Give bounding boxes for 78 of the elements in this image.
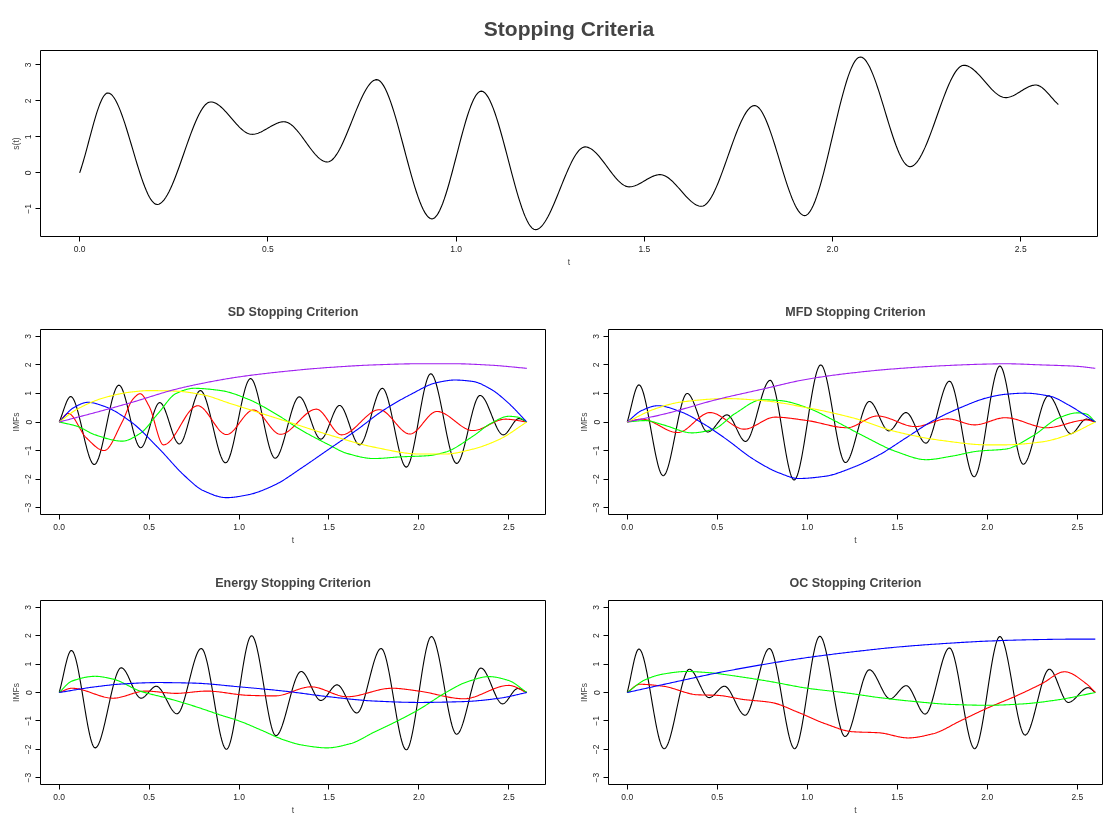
x-tick-label: 0.0	[53, 791, 66, 802]
y-tick-label: 1	[23, 134, 34, 140]
y-tick-label: 3	[23, 62, 34, 68]
y-tick-label: −2	[23, 473, 34, 484]
x-tick-label: 2.5	[502, 521, 515, 532]
x-tick-label: 0.0	[621, 521, 634, 532]
y-tick-label: −3	[591, 502, 602, 513]
x-tick-label: 1.0	[233, 791, 246, 802]
y-tick-label: 0	[23, 170, 34, 176]
y-tick-label: 2	[23, 362, 34, 368]
y-tick-label: 3	[23, 604, 34, 610]
y-tick-label: −2	[23, 744, 34, 755]
y-tick-label: −1	[591, 445, 602, 456]
y-tick-label: 2	[591, 362, 602, 368]
y-tick-label: −1	[23, 445, 34, 456]
x-tick-label: 0.0	[73, 243, 86, 254]
x-tick-label: 2.0	[412, 521, 426, 532]
x-tick-label: 2.5	[502, 791, 515, 802]
chart-title: OC Stopping Criterion	[789, 575, 922, 590]
y-tick-label: 0	[23, 419, 34, 425]
x-tick-label: 2.0	[981, 521, 994, 532]
y-axis-title: IMFs	[10, 683, 21, 702]
x-tick-label: 0.0	[53, 521, 66, 532]
y-axis-title: s(t)	[10, 137, 21, 150]
x-tick-label: 1.5	[891, 521, 904, 532]
y-tick-label: 1	[591, 390, 602, 396]
chart-title: Energy Stopping Criterion	[215, 575, 371, 590]
y-axis-title: IMFs	[10, 412, 21, 432]
y-tick-label: −1	[23, 203, 34, 214]
x-tick-label: 1.0	[233, 521, 246, 532]
x-tick-label: 1.0	[801, 791, 814, 802]
y-tick-label: 1	[23, 661, 34, 667]
x-axis-title: t	[567, 256, 571, 267]
x-axis-title: t	[854, 804, 858, 815]
x-tick-label: 1.5	[323, 521, 336, 532]
y-tick-label: −2	[591, 473, 602, 484]
x-tick-label: 2.5	[1071, 521, 1084, 532]
x-tick-label: 2.0	[412, 791, 426, 802]
chart-title: Stopping Criteria	[483, 16, 655, 40]
chart-title: SD Stopping Criterion	[227, 304, 359, 319]
y-tick-label: 2	[23, 98, 34, 104]
x-tick-label: 2.5	[1071, 791, 1084, 802]
y-tick-label: 3	[23, 333, 34, 339]
x-tick-label: 0.5	[143, 521, 156, 532]
x-tick-label: 0.5	[261, 243, 275, 254]
x-tick-label: 1.5	[891, 791, 904, 802]
y-tick-label: −3	[23, 772, 34, 783]
y-tick-label: 0	[591, 689, 602, 695]
x-tick-label: 0.5	[143, 791, 156, 802]
y-tick-label: 2	[591, 633, 602, 639]
x-axis-title: t	[291, 534, 295, 545]
x-tick-label: 1.5	[638, 243, 651, 254]
x-tick-label: 1.0	[801, 521, 814, 532]
chart-title: MFD Stopping Criterion	[785, 304, 926, 319]
x-axis-title: t	[291, 804, 295, 815]
y-tick-label: −1	[23, 715, 34, 726]
y-tick-label: −1	[591, 715, 602, 726]
x-tick-label: 1.5	[323, 791, 336, 802]
y-axis-title: IMFs	[578, 412, 589, 432]
y-tick-label: 3	[591, 604, 602, 610]
x-tick-label: 0.0	[621, 791, 634, 802]
y-tick-label: −3	[23, 502, 34, 513]
y-tick-label: 2	[23, 633, 34, 639]
x-tick-label: 2.0	[981, 791, 994, 802]
x-tick-label: 1.0	[450, 243, 463, 254]
y-axis-title: IMFs	[578, 683, 589, 702]
x-axis-title: t	[854, 534, 858, 545]
y-tick-label: 0	[591, 419, 602, 425]
y-tick-label: 1	[591, 661, 602, 667]
y-tick-label: −2	[591, 744, 602, 755]
y-tick-label: 1	[23, 390, 34, 396]
y-tick-label: 3	[591, 333, 602, 339]
x-tick-label: 2.5	[1014, 243, 1027, 254]
y-tick-label: 0	[23, 689, 34, 695]
x-tick-label: 0.5	[711, 521, 724, 532]
x-tick-label: 0.5	[711, 791, 724, 802]
y-tick-label: −3	[591, 772, 602, 783]
x-tick-label: 2.0	[826, 243, 839, 254]
